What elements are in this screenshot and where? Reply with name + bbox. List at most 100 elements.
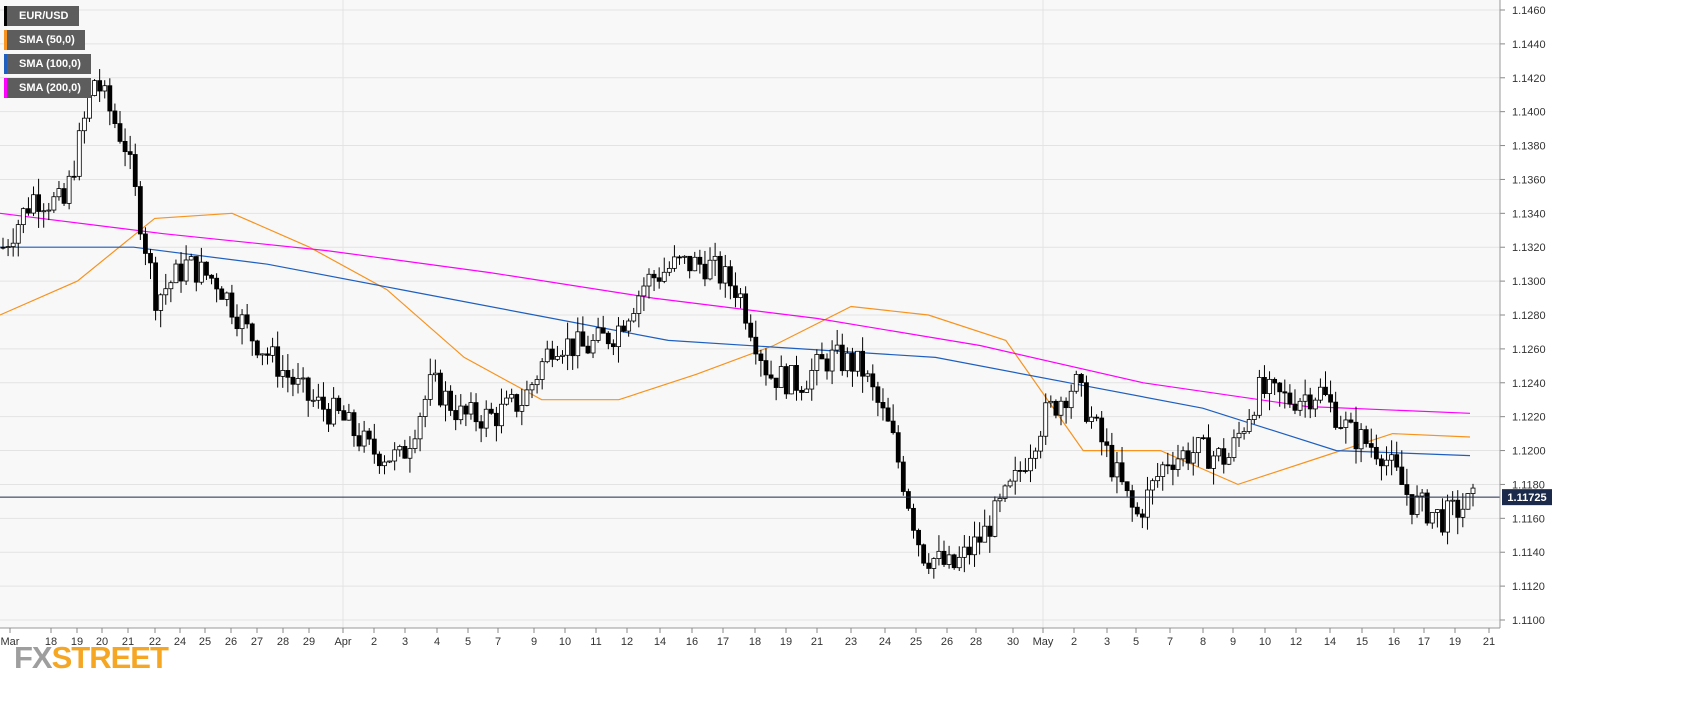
candle-body: [321, 396, 326, 410]
candle-body: [646, 273, 652, 287]
legend-item-sma200[interactable]: SMA (200,0): [4, 78, 91, 98]
x-tick-label: 21: [1483, 636, 1495, 648]
legend-item-eurusd[interactable]: EUR/USD: [4, 6, 91, 26]
candle-body: [1099, 417, 1105, 443]
candle-body: [885, 407, 891, 422]
x-tick-label: 5: [465, 636, 471, 648]
candle-body: [438, 372, 443, 406]
candle-body: [122, 140, 128, 153]
candle-body: [1404, 484, 1410, 495]
candle-body: [148, 253, 153, 264]
candle-body: [839, 344, 845, 372]
x-tick-label: 22: [149, 636, 161, 648]
candle-body: [544, 348, 550, 363]
candle-body: [763, 360, 769, 376]
candle-body: [331, 397, 337, 425]
candle-body: [305, 377, 311, 401]
candle-body: [361, 430, 367, 447]
candle-body: [488, 408, 494, 414]
candle-body: [493, 412, 499, 427]
candle-body: [590, 339, 596, 354]
candle-body: [748, 322, 754, 338]
plot-background: [0, 0, 1500, 628]
candle-body: [926, 562, 932, 569]
x-tick-label: 11: [590, 636, 601, 648]
candle-body: [229, 292, 235, 318]
candle-body: [804, 388, 810, 393]
y-tick-label: 1.1340: [1512, 208, 1546, 220]
candle-body: [621, 325, 626, 332]
candle-body: [1450, 499, 1456, 502]
candle-body: [534, 379, 540, 386]
candle-body: [463, 405, 469, 415]
legend-swatch: [4, 78, 7, 98]
candle-body: [285, 370, 291, 378]
x-tick-label: 2: [1071, 636, 1077, 648]
candle-body: [1343, 419, 1349, 428]
candle-body: [1373, 446, 1379, 460]
candle-body: [982, 525, 988, 543]
x-tick-label: 28: [970, 636, 982, 648]
candle-body: [1175, 458, 1181, 470]
candle-body: [1277, 382, 1283, 393]
x-tick-label: 27: [251, 636, 263, 648]
candle-body: [1241, 431, 1247, 434]
legend-swatch: [4, 30, 7, 50]
candle-body: [616, 325, 621, 348]
candle-body: [351, 412, 357, 437]
candle-body: [97, 80, 103, 92]
x-tick-label: 16: [686, 636, 698, 648]
y-tick-label: 1.1200: [1512, 446, 1546, 458]
candle-body: [560, 354, 565, 357]
candle-body: [743, 293, 749, 324]
y-tick-label: 1.1260: [1512, 344, 1546, 356]
candle-body: [36, 194, 42, 212]
candle-body: [275, 346, 281, 377]
candle-body: [595, 327, 601, 341]
candle-body: [931, 558, 937, 569]
candle-body: [946, 554, 952, 565]
candle-body: [10, 242, 16, 247]
candle-body: [300, 377, 306, 380]
x-tick-label: 3: [402, 636, 408, 648]
candle-body: [412, 438, 418, 449]
y-tick-label: 1.1460: [1512, 5, 1546, 17]
candle-body: [794, 365, 799, 391]
candle-body: [819, 354, 825, 360]
fxstreet-logo: FXSTREET: [14, 640, 169, 676]
candle-body: [295, 378, 301, 385]
x-tick-label: 12: [1290, 636, 1302, 648]
candle-body: [707, 259, 713, 280]
legend-item-sma50[interactable]: SMA (50,0): [4, 30, 91, 50]
candle-body: [1297, 400, 1303, 411]
candle-body: [102, 85, 108, 92]
candle-body: [1394, 454, 1400, 468]
candle-body: [651, 273, 657, 279]
candle-body: [1399, 466, 1405, 485]
candle-body: [315, 396, 321, 401]
candle-body: [71, 175, 77, 178]
candle-body: [341, 410, 347, 421]
candle-body: [870, 373, 876, 388]
x-tick-label: 17: [717, 636, 729, 648]
candle-body: [1328, 394, 1333, 403]
candle-body: [865, 373, 871, 377]
candle-body: [66, 175, 72, 204]
candle-body: [778, 366, 784, 388]
candle-body: [387, 460, 392, 463]
candle-body: [921, 544, 927, 564]
x-tick-label: 21: [811, 636, 823, 648]
candle-body: [173, 263, 179, 284]
candle-body: [539, 361, 545, 380]
legend-item-sma100[interactable]: SMA (100,0): [4, 54, 91, 74]
candle-body: [1368, 443, 1374, 448]
candle-body: [1145, 489, 1150, 518]
x-tick-label: 5: [1133, 636, 1139, 648]
candle-body: [198, 261, 204, 283]
candle-body: [239, 314, 245, 330]
candle-body: [967, 546, 972, 556]
candle-body: [605, 332, 611, 345]
candle-body: [143, 233, 148, 254]
candle-body: [443, 390, 448, 406]
